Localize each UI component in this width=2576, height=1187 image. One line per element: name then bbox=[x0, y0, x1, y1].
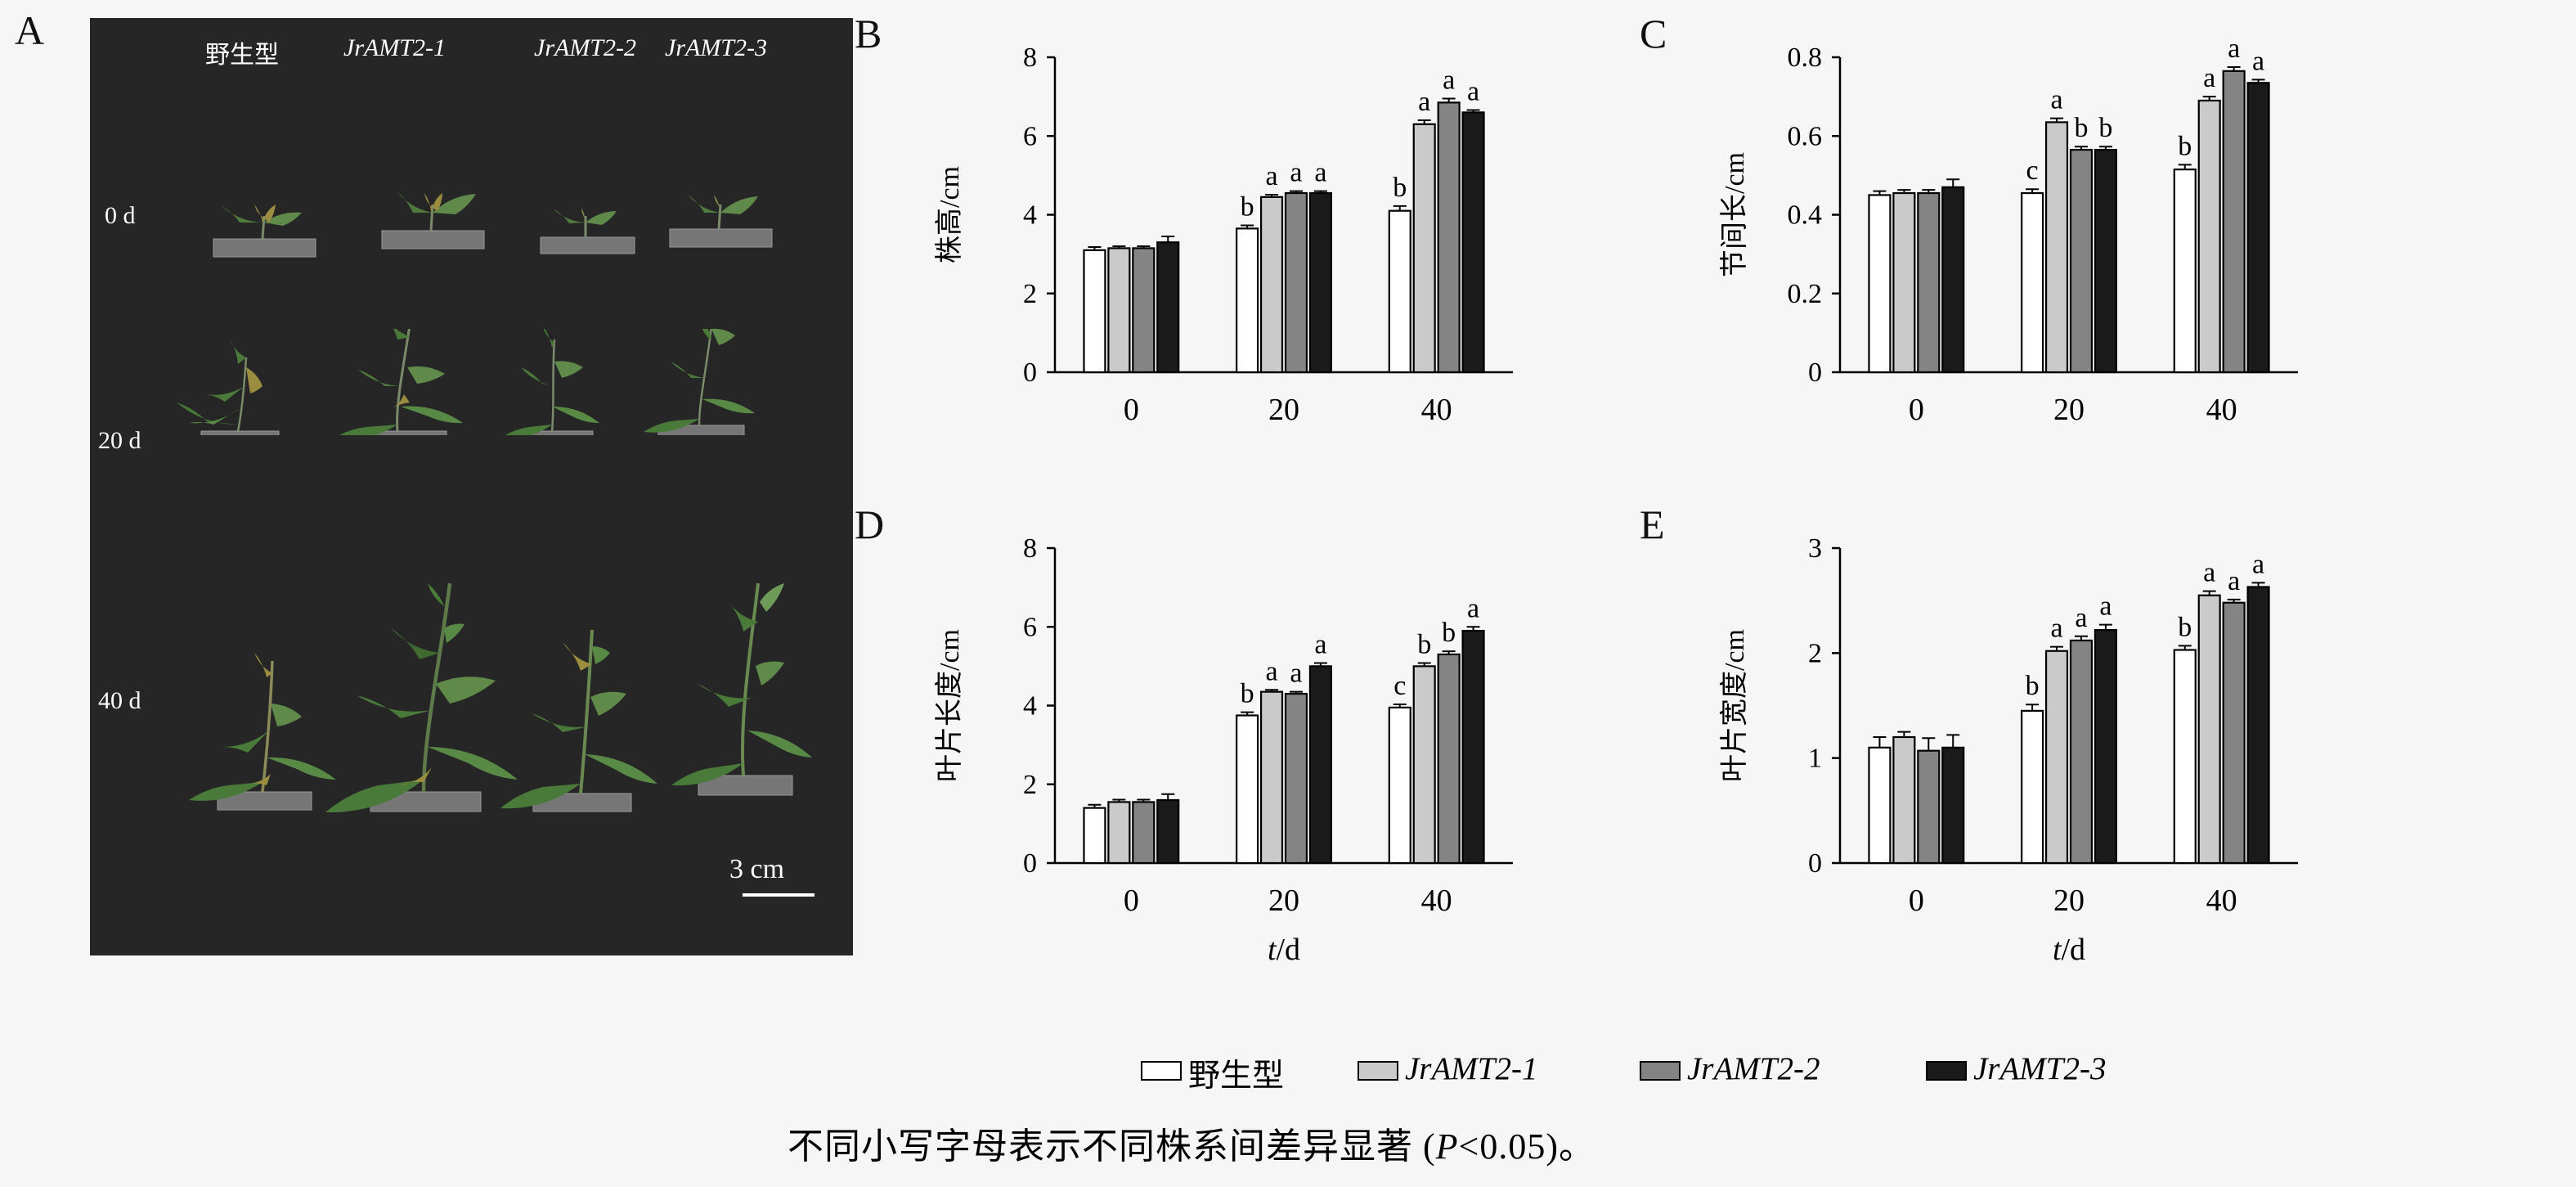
svg-text:20: 20 bbox=[2053, 884, 2085, 918]
svg-text:0: 0 bbox=[1124, 393, 1139, 427]
svg-text:a: a bbox=[1467, 76, 1479, 106]
svg-text:0: 0 bbox=[1124, 884, 1139, 918]
svg-text:3: 3 bbox=[1808, 533, 1822, 564]
svg-text:b: b bbox=[1393, 173, 1407, 203]
svg-text:t/d: t/d bbox=[2053, 933, 2085, 967]
svg-text:0: 0 bbox=[1808, 848, 1822, 879]
svg-text:a: a bbox=[1314, 630, 1326, 660]
svg-text:0.2: 0.2 bbox=[1788, 279, 1823, 309]
svg-text:40: 40 bbox=[1421, 884, 1452, 918]
svg-text:0: 0 bbox=[1909, 884, 1924, 918]
svg-text:4: 4 bbox=[1023, 691, 1037, 722]
svg-text:20: 20 bbox=[1268, 884, 1299, 918]
svg-text:b: b bbox=[2178, 131, 2192, 161]
svg-text:b: b bbox=[2026, 671, 2040, 701]
svg-text:c: c bbox=[1393, 671, 1406, 701]
svg-text:a: a bbox=[1418, 87, 1430, 117]
svg-text:0: 0 bbox=[1909, 393, 1924, 427]
svg-text:a: a bbox=[2228, 34, 2240, 64]
svg-text:b: b bbox=[1442, 618, 1456, 648]
svg-text:a: a bbox=[1467, 593, 1479, 623]
svg-text:8: 8 bbox=[1023, 43, 1037, 73]
svg-text:a: a bbox=[1290, 659, 1302, 689]
svg-text:40: 40 bbox=[2206, 884, 2237, 918]
svg-text:0.6: 0.6 bbox=[1788, 121, 1823, 151]
svg-text:40: 40 bbox=[1421, 393, 1452, 427]
svg-text:a: a bbox=[1265, 656, 1277, 686]
svg-text:1: 1 bbox=[1808, 744, 1822, 774]
svg-text:2: 2 bbox=[1023, 279, 1037, 309]
svg-text:c: c bbox=[2026, 155, 2039, 186]
svg-text:a: a bbox=[1314, 158, 1326, 188]
svg-text:株高/cm: 株高/cm bbox=[934, 166, 965, 263]
svg-text:a: a bbox=[2075, 603, 2087, 633]
svg-text:a: a bbox=[2252, 549, 2264, 579]
svg-text:0.4: 0.4 bbox=[1788, 200, 1823, 231]
svg-text:a: a bbox=[1265, 161, 1277, 191]
svg-text:b: b bbox=[2178, 612, 2192, 642]
svg-text:20: 20 bbox=[2053, 393, 2085, 427]
svg-text:0: 0 bbox=[1023, 848, 1037, 879]
svg-text:b: b bbox=[2074, 113, 2088, 143]
svg-text:0.8: 0.8 bbox=[1788, 43, 1823, 73]
svg-text:6: 6 bbox=[1023, 121, 1037, 151]
svg-text:b: b bbox=[1241, 191, 1254, 222]
svg-text:0: 0 bbox=[1023, 357, 1037, 388]
svg-text:2: 2 bbox=[1808, 638, 1822, 668]
svg-text:0: 0 bbox=[1808, 357, 1822, 388]
svg-text:叶片宽度/cm: 叶片宽度/cm bbox=[1719, 629, 1750, 782]
svg-text:40: 40 bbox=[2206, 393, 2237, 427]
svg-text:t/d: t/d bbox=[1268, 933, 1300, 967]
svg-text:a: a bbox=[2203, 63, 2215, 93]
svg-text:a: a bbox=[1443, 65, 1455, 96]
svg-text:2: 2 bbox=[1023, 770, 1037, 800]
svg-text:8: 8 bbox=[1023, 533, 1037, 564]
svg-text:a: a bbox=[2099, 591, 2112, 622]
svg-text:b: b bbox=[1417, 630, 1431, 660]
svg-text:b: b bbox=[2098, 113, 2112, 143]
svg-text:20: 20 bbox=[1268, 393, 1299, 427]
svg-text:a: a bbox=[2050, 85, 2062, 115]
svg-text:a: a bbox=[2228, 566, 2240, 596]
svg-text:a: a bbox=[2203, 558, 2215, 588]
svg-text:6: 6 bbox=[1023, 612, 1037, 642]
svg-text:a: a bbox=[1290, 158, 1302, 188]
svg-text:a: a bbox=[2252, 46, 2264, 76]
svg-text:4: 4 bbox=[1023, 200, 1037, 231]
svg-text:b: b bbox=[1241, 679, 1254, 709]
svg-text:叶片长度/cm: 叶片长度/cm bbox=[934, 629, 965, 782]
svg-text:节间长/cm: 节间长/cm bbox=[1720, 152, 1750, 277]
svg-text:a: a bbox=[2050, 614, 2062, 644]
